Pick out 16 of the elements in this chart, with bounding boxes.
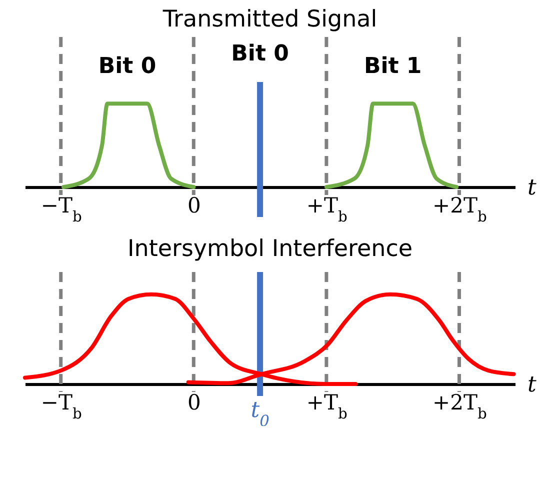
x-tick-label: +T$_{b}$ bbox=[306, 194, 348, 225]
x-tick-label: +2T$_{b}$ bbox=[432, 390, 487, 422]
x-tick-label: −T$_{b}$ bbox=[40, 390, 82, 422]
text: Bit 0 bbox=[98, 54, 156, 80]
x-axis-title: t bbox=[528, 176, 536, 200]
x-tick-label: +2T$_{b}$ bbox=[432, 194, 487, 225]
ref-line-label: t$_{0}$ bbox=[250, 398, 270, 430]
x-tick-label: 0 bbox=[187, 194, 201, 218]
chart-title: Transmitted Signal bbox=[162, 6, 378, 32]
text: Bit 1 bbox=[364, 54, 422, 80]
x-tick-label: −T$_{b}$ bbox=[40, 194, 82, 225]
x-axis-title: t bbox=[528, 372, 536, 398]
x-tick-label: 0 bbox=[187, 390, 201, 414]
text: Bit 0 bbox=[231, 42, 289, 67]
x-tick-label: +T$_{b}$ bbox=[306, 390, 348, 422]
chart-title: Intersymbol Interference bbox=[127, 236, 413, 262]
